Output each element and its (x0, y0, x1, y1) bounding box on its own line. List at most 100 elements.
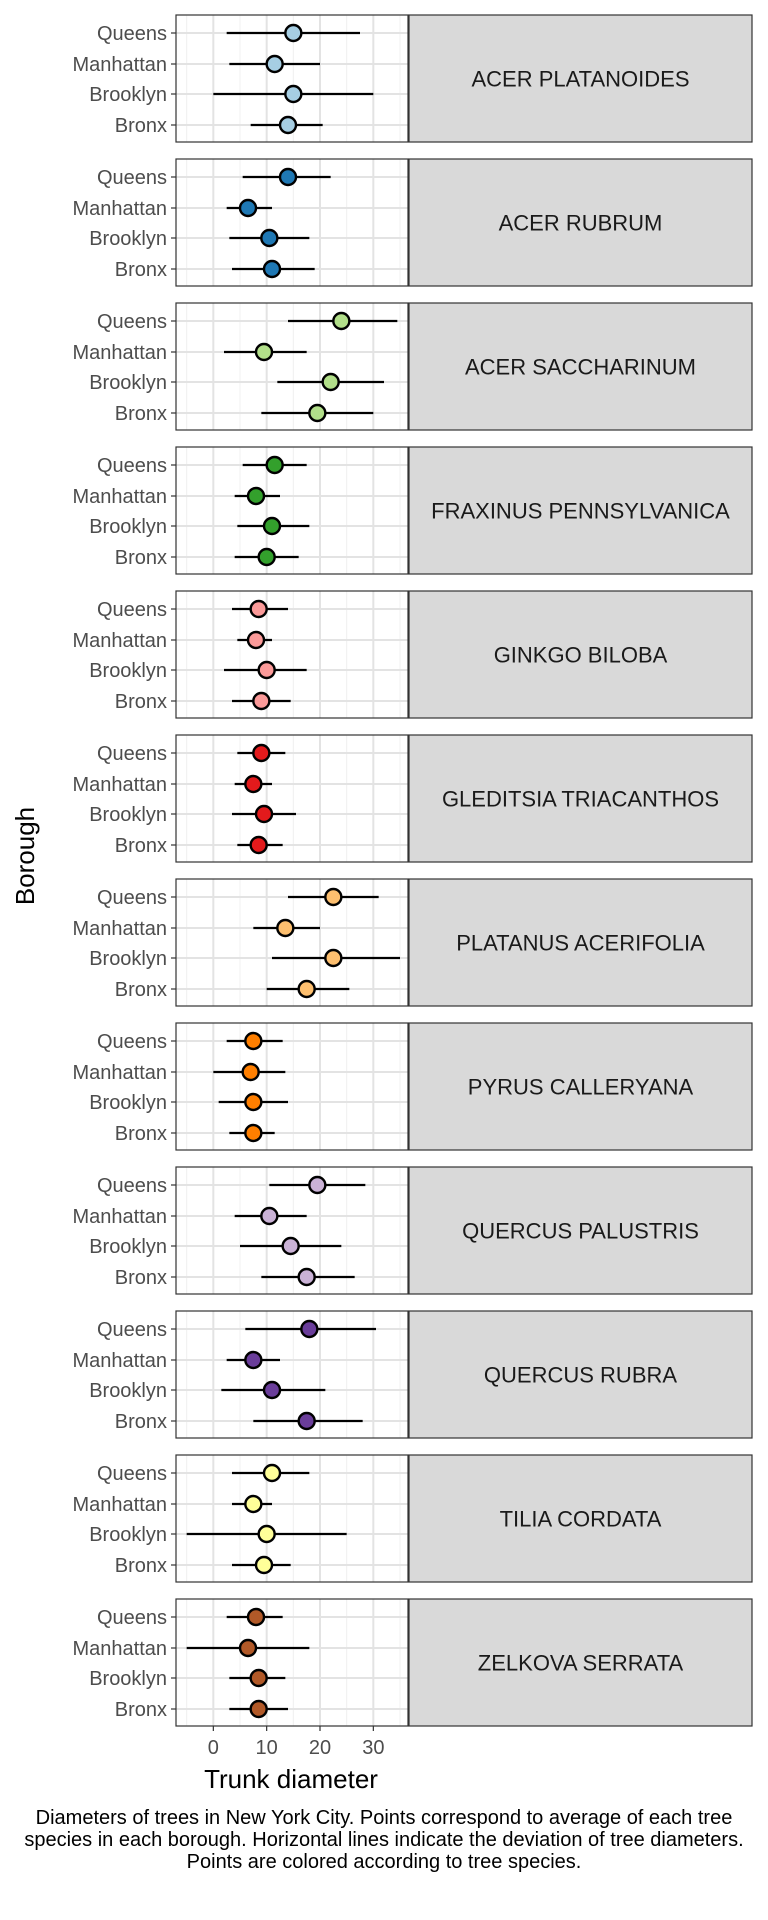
panel-border (175, 1598, 409, 1727)
facet-strip-label: ACER RUBRUM (499, 211, 663, 236)
panel-border (175, 1454, 409, 1583)
facet-strip (408, 14, 753, 143)
data-point (260, 228, 279, 248)
data-point (278, 115, 298, 135)
facet-panel: Queens Manhattan Brooklyn Bronx ACER SACCHAR… (72, 302, 753, 431)
y-tick-label: Queens (97, 455, 167, 477)
data-point (297, 979, 316, 999)
data-point (297, 1267, 316, 1287)
y-tick-label: Brooklyn (89, 372, 167, 394)
y-tick-label: Bronx (115, 1555, 167, 1577)
facet-strip-label: PLATANUS ACERIFOLIA (456, 931, 705, 956)
y-tick-label: Manhattan (72, 1638, 167, 1660)
facet-strip-label: GLEDITSIA TRIACANTHOS (442, 787, 719, 812)
facet-strip-label: FRAXINUS PENNSYLVANICA (431, 499, 730, 524)
y-tick-label: Bronx (115, 979, 167, 1001)
facet-strip-label: QUERCUS RUBRA (484, 1363, 677, 1388)
panel-background (176, 1455, 408, 1582)
panel-background (176, 1167, 408, 1294)
y-tick-label: Brooklyn (89, 1668, 167, 1690)
data-point (246, 1607, 266, 1627)
panel-border (175, 734, 409, 863)
panel-border (175, 1022, 409, 1151)
y-tick-label: Brooklyn (89, 228, 167, 250)
facet-panel: Queens Manhattan Brooklyn Bronx GINKGO BILOB… (72, 590, 753, 719)
facet-strip (408, 1598, 753, 1727)
facet-panel: Queens Manhattan Brooklyn Bronx ACER PLATANO… (72, 14, 753, 143)
y-tick-label: Manhattan (72, 1494, 167, 1516)
y-tick-label: Queens (97, 1607, 167, 1629)
data-point (257, 547, 276, 567)
data-point (262, 259, 282, 279)
facet-panel: Queens Manhattan Brooklyn Bronx QUERCUS PALU… (72, 1166, 753, 1295)
data-point (238, 1638, 258, 1658)
data-point (249, 599, 268, 619)
y-tick-label: Queens (97, 1031, 167, 1053)
facet-panel: Queens Manhattan Brooklyn Bronx FRAXINUS PEN… (72, 446, 753, 575)
y-tick-label: Brooklyn (89, 804, 167, 826)
facet-strip-label: ACER SACCHARINUM (465, 355, 696, 380)
data-point (281, 1236, 300, 1256)
y-tick-label: Queens (97, 1319, 167, 1341)
panel-background (176, 879, 408, 1006)
y-tick-label: Brooklyn (89, 1092, 167, 1114)
y-tick-label: Queens (97, 167, 167, 189)
x-axis-title: Trunk diameter (204, 1764, 378, 1794)
facet-strip-label: GINKGO BILOBA (494, 643, 668, 668)
y-tick-label: Manhattan (72, 774, 167, 796)
y-tick-label: Bronx (115, 1699, 167, 1721)
y-tick-label: Queens (97, 743, 167, 765)
panel-background (176, 447, 408, 574)
facet-strip-label: PYRUS CALLERYANA (468, 1075, 694, 1100)
y-tick-label: Brooklyn (89, 660, 167, 682)
x-tick-label: 20 (309, 1737, 331, 1759)
panel-background (176, 303, 408, 430)
data-point (324, 948, 343, 968)
facet-panel: Queens Manhattan Brooklyn Bronx ACER RUBRUM (72, 158, 753, 287)
y-tick-label: Brooklyn (89, 948, 167, 970)
y-tick-label: Bronx (115, 115, 167, 137)
y-tick-label: Manhattan (72, 1206, 167, 1228)
data-point (244, 1123, 263, 1143)
y-tick-label: Manhattan (72, 198, 167, 220)
y-tick-label: Manhattan (72, 630, 167, 652)
facet-panel: Queens Manhattan Brooklyn Bronx PLATANUS ACE… (72, 878, 753, 1007)
y-tick-label: Brooklyn (89, 1380, 167, 1402)
facet-strip (408, 1310, 753, 1439)
facet-strip (408, 1022, 753, 1151)
data-point (254, 342, 274, 362)
y-tick-label: Manhattan (72, 1350, 167, 1372)
data-point (300, 1319, 319, 1339)
data-point (308, 1175, 327, 1195)
data-point (244, 774, 263, 794)
figure-caption: Diameters of trees in New York City. Poi… (24, 1807, 744, 1873)
y-tick-label: Bronx (115, 691, 167, 713)
y-tick-label: Manhattan (72, 918, 167, 940)
facet-strip (408, 158, 753, 287)
y-tick-label: Brooklyn (89, 1524, 167, 1546)
panel-background (176, 1023, 408, 1150)
y-tick-label: Queens (97, 23, 167, 45)
y-tick-label: Bronx (115, 1411, 167, 1433)
data-point (265, 455, 284, 475)
y-tick-label: Bronx (115, 835, 167, 857)
data-point (278, 167, 298, 187)
y-tick-label: Brooklyn (89, 1236, 167, 1258)
panel-border (175, 878, 409, 1007)
data-point (244, 1092, 263, 1112)
y-tick-label: Bronx (115, 1123, 167, 1145)
y-tick-label: Manhattan (72, 1062, 167, 1084)
data-point (244, 1031, 263, 1051)
y-tick-label: Manhattan (72, 342, 167, 364)
y-tick-label: Bronx (115, 403, 167, 425)
data-point (246, 486, 266, 506)
y-axis-title: Borough (10, 807, 40, 905)
facet-strip (408, 878, 753, 1007)
y-tick-label: Bronx (115, 259, 167, 281)
facet-strip (408, 1166, 753, 1295)
y-tick-label: Manhattan (72, 54, 167, 76)
facet-panel: Queens Manhattan Brooklyn Bronx QUERCUS RUBR… (72, 1310, 753, 1439)
panel-background (176, 591, 408, 718)
facet-strip (408, 302, 753, 431)
facet-strip (408, 446, 753, 575)
